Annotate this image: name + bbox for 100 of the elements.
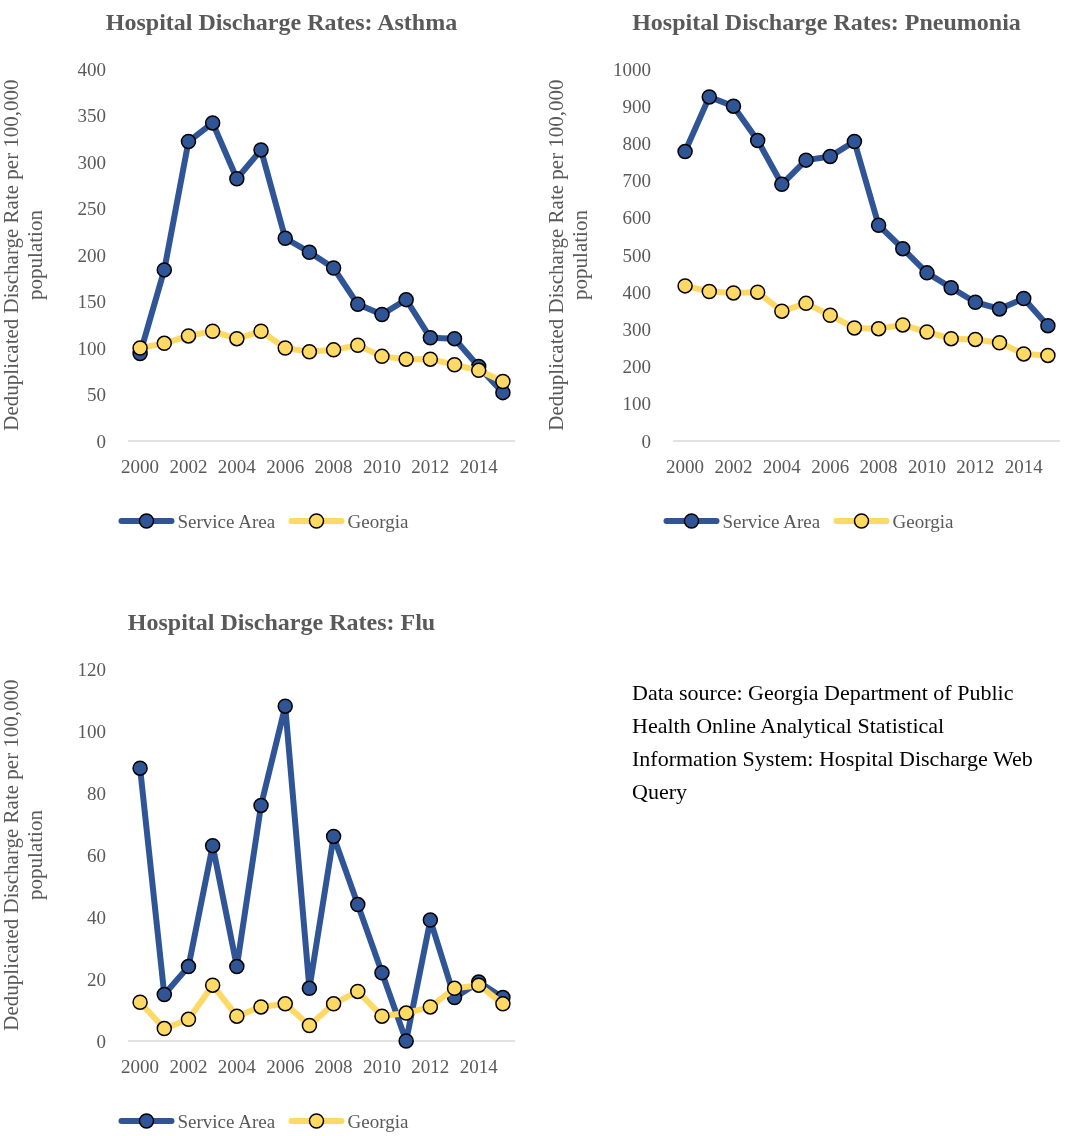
x-tick-label: 2002 xyxy=(714,456,753,477)
x-tick-label: 2004 xyxy=(217,456,257,477)
y-tick-label: 700 xyxy=(622,170,651,192)
point xyxy=(350,896,366,913)
y-tick-label: 120 xyxy=(77,658,106,680)
point xyxy=(446,330,463,347)
legend-label: Georgia xyxy=(347,1110,409,1132)
point xyxy=(398,1033,414,1049)
x-tick-label: 2000 xyxy=(121,1056,160,1077)
legend-label: Service Area xyxy=(177,1110,276,1132)
point xyxy=(325,828,342,845)
point xyxy=(253,797,269,814)
point xyxy=(422,912,439,928)
y-tick-label: 400 xyxy=(622,281,651,303)
point xyxy=(204,837,221,854)
x-tick-label: 2004 xyxy=(762,456,802,477)
point xyxy=(301,244,318,260)
point xyxy=(204,115,221,131)
point xyxy=(277,996,293,1012)
x-tick-label: 2012 xyxy=(411,1056,450,1077)
point xyxy=(701,283,718,300)
point xyxy=(374,965,390,981)
point xyxy=(798,152,814,168)
point xyxy=(677,278,693,294)
point xyxy=(967,331,984,348)
y-tick-label: 300 xyxy=(77,151,106,173)
point xyxy=(1015,346,1032,362)
x-tick-label: 2014 xyxy=(1004,456,1044,477)
y-tick-label: 250 xyxy=(77,198,106,220)
y-tick-label: 350 xyxy=(77,105,106,127)
point xyxy=(253,999,269,1015)
y-tick-label: 0 xyxy=(96,1030,106,1052)
point xyxy=(870,217,887,233)
point xyxy=(204,977,221,993)
y-tick-label: 800 xyxy=(622,133,651,155)
y-tick-label: 200 xyxy=(622,356,651,378)
x-tick-label: 2014 xyxy=(459,456,499,477)
y-tick-label: 150 xyxy=(77,291,106,313)
point xyxy=(749,132,766,149)
y-tick-label: 0 xyxy=(96,430,106,452)
point xyxy=(325,260,342,276)
point xyxy=(1040,347,1056,364)
chart-title: Hospital Discharge Rates: Flu xyxy=(127,609,436,635)
y-tick-label: 80 xyxy=(87,782,106,804)
y-tick-label: 200 xyxy=(77,244,106,266)
y-tick-label: 100 xyxy=(77,337,106,359)
point xyxy=(325,996,342,1012)
point xyxy=(325,342,342,358)
x-tick-label: 2010 xyxy=(907,456,946,477)
point xyxy=(180,1011,197,1028)
point xyxy=(253,323,269,340)
point xyxy=(895,317,911,333)
y-tick-label: 400 xyxy=(77,58,106,80)
point xyxy=(677,143,693,160)
point xyxy=(350,983,366,1000)
y-tick-label: 500 xyxy=(622,244,651,266)
x-tick-label: 2000 xyxy=(666,456,705,477)
x-tick-label: 2004 xyxy=(217,1056,257,1077)
point xyxy=(446,356,463,373)
point xyxy=(991,301,1008,317)
y-tick-label: 300 xyxy=(622,319,651,341)
point xyxy=(495,996,511,1012)
y-tick-label: 100 xyxy=(622,393,651,415)
legend-label: Service Area xyxy=(722,510,821,532)
point xyxy=(725,285,742,301)
x-tick-label: 2002 xyxy=(169,1056,208,1077)
y-tick-label: 0 xyxy=(641,430,651,452)
x-tick-label: 2006 xyxy=(266,456,305,477)
point xyxy=(180,328,197,344)
point xyxy=(350,296,366,313)
point xyxy=(374,348,390,365)
x-tick-label: 2008 xyxy=(859,456,898,477)
point xyxy=(229,1008,245,1024)
y-axis-title: Deduplicated Discharge Rate per 100,000 population xyxy=(0,679,47,1031)
x-tick-label: 2014 xyxy=(459,1056,499,1077)
point xyxy=(156,1020,173,1037)
point xyxy=(422,351,439,367)
point xyxy=(774,176,790,193)
x-tick-label: 2006 xyxy=(811,456,850,477)
point xyxy=(725,98,742,114)
point xyxy=(895,240,911,257)
point xyxy=(470,362,487,379)
y-tick-label: 50 xyxy=(87,384,106,406)
point xyxy=(132,340,148,356)
point xyxy=(374,306,390,323)
point xyxy=(495,373,511,390)
chart-title: Hospital Discharge Rates: Asthma xyxy=(105,9,458,35)
y-tick-label: 900 xyxy=(622,95,651,117)
point xyxy=(156,262,173,278)
point xyxy=(229,170,245,187)
point xyxy=(132,994,148,1010)
y-tick-label: 1000 xyxy=(613,58,651,80)
legend-label: Georgia xyxy=(347,510,409,532)
point xyxy=(156,986,173,1003)
point xyxy=(156,335,173,352)
point xyxy=(1015,290,1032,307)
point xyxy=(919,324,935,340)
point xyxy=(967,294,984,310)
point xyxy=(919,265,935,281)
x-tick-label: 2012 xyxy=(411,456,450,477)
